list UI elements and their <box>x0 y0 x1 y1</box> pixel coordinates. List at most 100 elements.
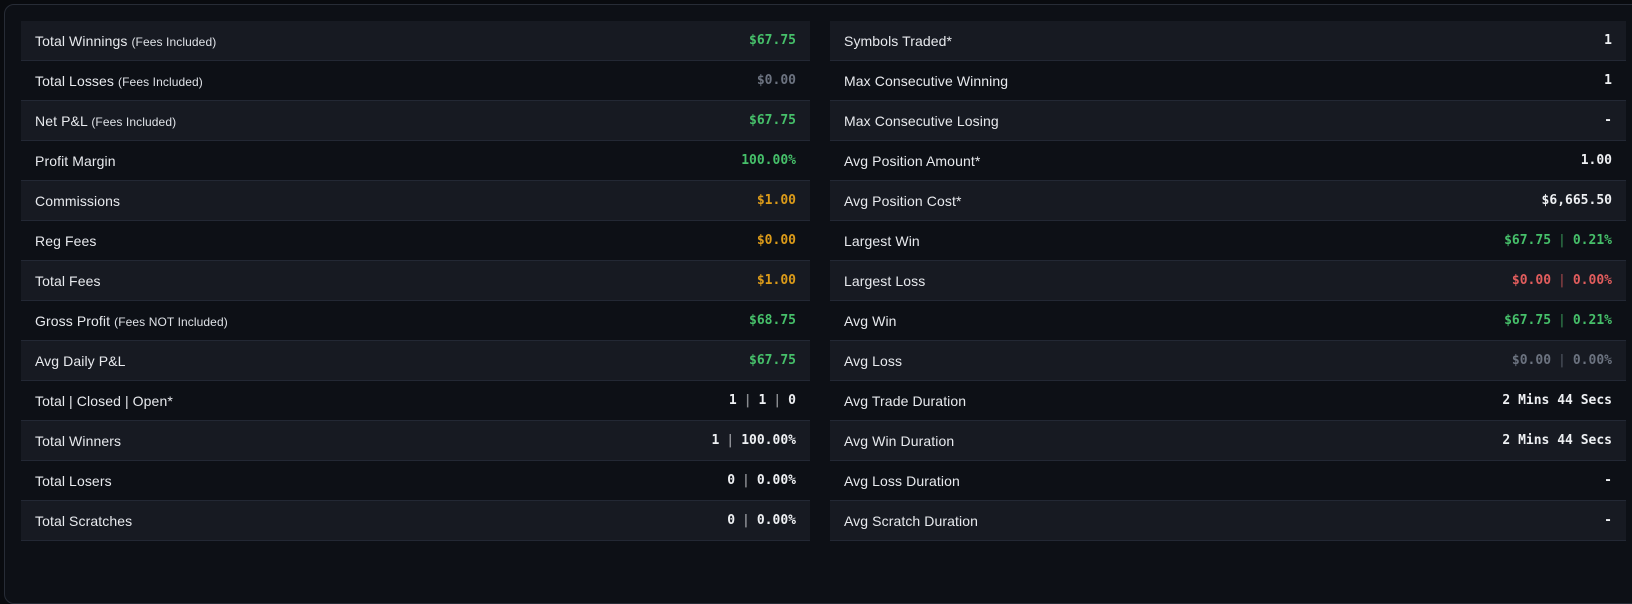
stat-label: Avg Loss Duration <box>844 473 960 489</box>
stat-value-part: $1.00 <box>756 193 796 208</box>
stat-label-note: (Fees Included) <box>91 114 177 129</box>
stat-row: Reg Fees $0.00 <box>21 221 810 261</box>
stat-value-part: $67.75 <box>749 33 796 48</box>
value-separator: | <box>742 513 750 528</box>
stat-label-text: Total Losses <box>35 72 115 89</box>
stat-row: Max Consecutive Winning 1 <box>830 61 1626 101</box>
stat-value-part: 1 <box>728 393 737 408</box>
value-separator: | <box>742 473 750 488</box>
stat-value-part: $0.00 <box>756 73 796 88</box>
stat-value: $67.75 <box>749 353 796 368</box>
stat-label: Total Losses (Fees Included) <box>35 73 203 89</box>
stat-value: 100.00% <box>741 153 796 168</box>
stat-label-text: Reg Fees <box>35 232 97 249</box>
stat-value-part: $67.75 <box>749 113 796 128</box>
stat-label-text: Avg Trade Duration <box>844 392 967 409</box>
stat-row: Avg Win Duration 2 Mins 44 Secs <box>830 421 1626 461</box>
stat-label: Avg Trade Duration <box>844 393 966 409</box>
stat-value: $1.00 <box>757 193 796 208</box>
stat-value: - <box>1604 113 1612 128</box>
stat-label: Total Fees <box>35 273 101 289</box>
stat-value: 0 | 0.00% <box>727 513 796 528</box>
stats-column-right: Symbols Traded* 1 Max Consecutive Winnin… <box>830 21 1626 541</box>
stat-label: Symbols Traded* <box>844 33 952 49</box>
stat-value-part: 2 Mins 44 Secs <box>1502 393 1612 408</box>
stat-label-text: Commissions <box>35 192 121 209</box>
stat-label-text: Gross Profit <box>35 312 111 329</box>
stats-column-left: Total Winnings (Fees Included) $67.75 To… <box>21 21 810 541</box>
stat-value-part: - <box>1604 513 1612 528</box>
stat-label: Avg Win Duration <box>844 433 954 449</box>
stat-label: Avg Position Amount* <box>844 153 980 169</box>
stat-value: $67.75 <box>749 113 796 128</box>
stat-value-part: 0.00% <box>756 473 796 488</box>
stat-value: $68.75 <box>749 313 796 328</box>
stat-value: - <box>1604 513 1612 528</box>
stat-value-part: $0.00 <box>1511 353 1552 368</box>
stat-label: Max Consecutive Losing <box>844 113 999 129</box>
stat-row: Avg Loss Duration - <box>830 461 1626 501</box>
stat-label: Total Losers <box>35 473 112 489</box>
stat-label-text: Max Consecutive Losing <box>844 112 999 129</box>
stat-label: Profit Margin <box>35 153 116 169</box>
stat-row: Net P&L (Fees Included) $67.75 <box>21 101 810 141</box>
stat-row: Max Consecutive Losing - <box>830 101 1626 141</box>
stat-label: Net P&L (Fees Included) <box>35 113 176 129</box>
stat-value-part: 0.21% <box>1572 233 1612 248</box>
stat-value: $6,665.50 <box>1542 193 1612 208</box>
stat-row: Avg Position Cost* $6,665.50 <box>830 181 1626 221</box>
stat-value-part: $0.00 <box>1511 273 1552 288</box>
stat-label-text: Avg Win Duration <box>844 432 955 449</box>
stat-label-text: Symbols Traded* <box>844 32 953 49</box>
stat-value-part: 0 <box>727 513 736 528</box>
stat-value: $67.75 | 0.21% <box>1504 233 1612 248</box>
stat-label-text: Total Fees <box>35 272 101 289</box>
stat-label-text: Avg Daily P&L <box>35 352 126 369</box>
stat-value: 0 | 0.00% <box>727 473 796 488</box>
value-separator: | <box>1558 273 1566 288</box>
stat-row: Profit Margin 100.00% <box>21 141 810 181</box>
stat-label-text: Max Consecutive Winning <box>844 72 1009 89</box>
stat-label: Commissions <box>35 193 120 209</box>
stat-label-text: Largest Loss <box>844 272 926 289</box>
stat-label-text: Total Losers <box>35 472 112 489</box>
stat-value-part: 0.00% <box>756 513 796 528</box>
stat-row: Avg Loss $0.00 | 0.00% <box>830 341 1626 381</box>
stat-value-part: 1.00 <box>1580 153 1612 168</box>
stat-label: Avg Win <box>844 313 897 329</box>
stat-row: Largest Loss $0.00 | 0.00% <box>830 261 1626 301</box>
stat-label-text: Avg Win <box>844 312 897 329</box>
stat-value: $1.00 <box>757 273 796 288</box>
stat-label-text: Net P&L <box>35 112 88 129</box>
stat-value-part: 100.00% <box>741 153 796 168</box>
value-separator: | <box>1558 313 1566 328</box>
stat-label: Total Winnings (Fees Included) <box>35 33 216 49</box>
stat-row: Total Fees $1.00 <box>21 261 810 301</box>
stat-row: Avg Trade Duration 2 Mins 44 Secs <box>830 381 1626 421</box>
stat-row: Avg Scratch Duration - <box>830 501 1626 541</box>
stat-value-part: $0.00 <box>756 233 796 248</box>
stat-value-part: 0.00% <box>1572 273 1612 288</box>
stat-label-text: Total Winners <box>35 432 122 449</box>
stat-value-part: $68.75 <box>749 313 796 328</box>
value-separator: | <box>726 433 735 448</box>
stat-label: Gross Profit (Fees NOT Included) <box>35 313 228 329</box>
stat-label-text: Avg Loss Duration <box>844 472 960 489</box>
stat-row: Commissions $1.00 <box>21 181 810 221</box>
value-separator: | <box>1558 353 1566 368</box>
stat-row: Total Winnings (Fees Included) $67.75 <box>21 21 810 61</box>
stat-label: Total Winners <box>35 433 121 449</box>
stats-columns: Total Winnings (Fees Included) $67.75 To… <box>21 21 1632 541</box>
stat-value-part: $67.75 <box>1504 313 1552 328</box>
stat-value: $0.00 | 0.00% <box>1512 353 1612 368</box>
stat-label: Avg Scratch Duration <box>844 513 978 529</box>
stat-value-part: - <box>1604 473 1612 488</box>
stat-label-text: Total | Closed | Open* <box>35 392 173 409</box>
stat-value-part: 0 <box>788 393 796 408</box>
stat-row: Total Winners 1 | 100.00% <box>21 421 810 461</box>
stat-value: 1.00 <box>1581 153 1612 168</box>
stat-label: Avg Position Cost* <box>844 193 962 209</box>
stat-row: Gross Profit (Fees NOT Included) $68.75 <box>21 301 810 341</box>
stat-value: 1 <box>1604 33 1612 48</box>
stat-label: Avg Loss <box>844 353 902 369</box>
